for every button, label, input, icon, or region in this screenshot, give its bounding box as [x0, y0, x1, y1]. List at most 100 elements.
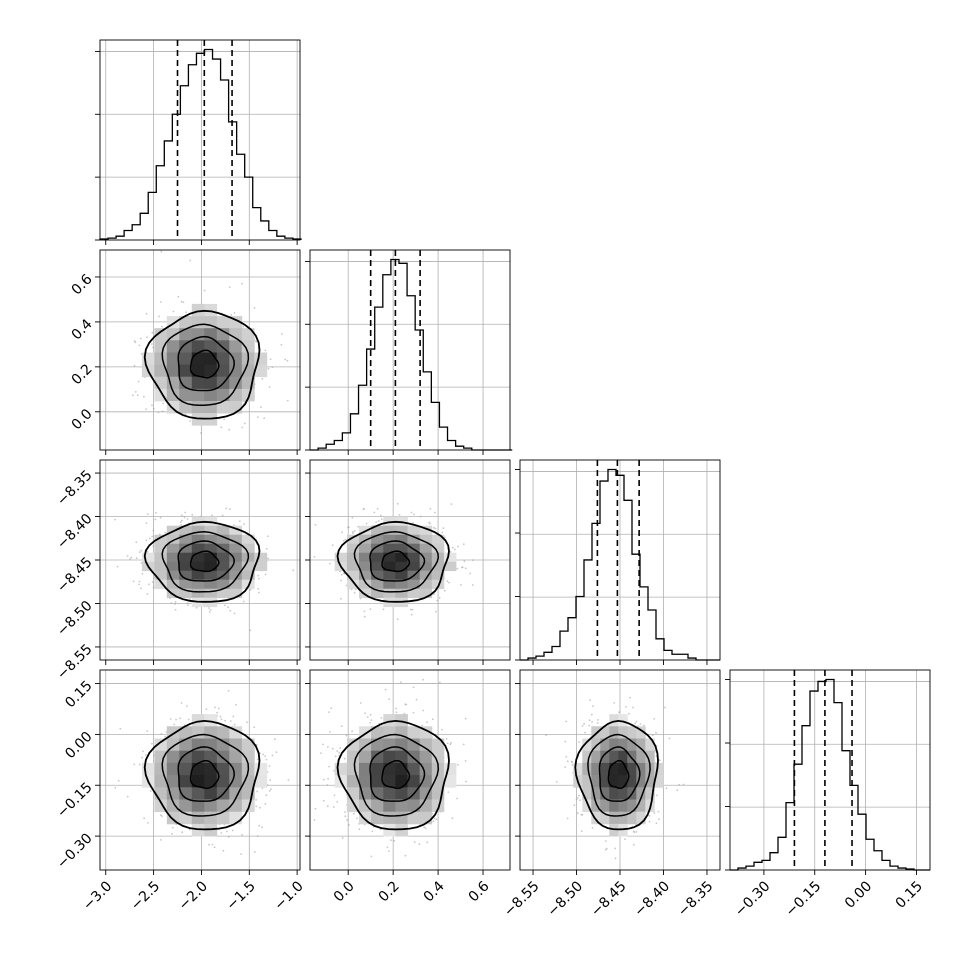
- density-cell: [371, 579, 384, 590]
- density-cell: [609, 726, 619, 739]
- sample-point: [152, 529, 155, 532]
- density-cell: [154, 328, 168, 341]
- density-cell: [241, 388, 255, 402]
- sample-point: [370, 719, 373, 721]
- density-cell: [371, 799, 384, 813]
- sample-point: [269, 779, 272, 781]
- sample-point: [339, 747, 342, 749]
- sample-point: [140, 587, 142, 590]
- sample-point: [216, 711, 219, 714]
- density-cell: [241, 775, 255, 788]
- sample-point: [369, 713, 372, 716]
- density-cell: [383, 787, 396, 800]
- sample-point: [443, 589, 446, 592]
- sample-point: [432, 820, 435, 823]
- sample-point: [220, 426, 223, 429]
- density-cell: [383, 750, 396, 764]
- density-cell: [216, 388, 230, 402]
- density-cell: [600, 726, 610, 739]
- joint-panel-1-2: [305, 459, 511, 665]
- sample-point: [273, 738, 276, 741]
- density-cell: [383, 534, 396, 545]
- density-cell: [191, 823, 205, 837]
- x-tick-label: −2.0: [176, 878, 211, 913]
- sample-point: [658, 818, 660, 821]
- density-cell: [645, 775, 655, 788]
- density-cell: [179, 762, 193, 776]
- sample-point: [238, 520, 241, 522]
- density-cell: [241, 561, 255, 572]
- density-cell: [395, 552, 408, 563]
- sample-point: [386, 846, 389, 849]
- contour-line: [189, 550, 220, 573]
- sample-point: [469, 572, 472, 575]
- sample-point: [257, 587, 259, 590]
- sample-point: [249, 588, 252, 591]
- sample-point: [421, 724, 424, 727]
- sample-point: [155, 512, 157, 514]
- density-cell: [166, 340, 180, 353]
- sample-point: [607, 724, 610, 727]
- sample-point: [579, 799, 581, 802]
- x-tick-label: −8.45: [588, 878, 630, 920]
- sample-point: [571, 761, 573, 764]
- density-cell: [229, 525, 243, 536]
- density-cell: [383, 525, 396, 536]
- sample-point: [151, 535, 154, 538]
- sample-point: [241, 282, 244, 285]
- sample-point: [338, 751, 341, 754]
- y-tick-label: −8.40: [54, 511, 96, 553]
- joint-panel-2-3: [515, 669, 721, 875]
- density-cell: [191, 316, 205, 329]
- sample-point: [460, 584, 462, 586]
- density-cell: [191, 570, 205, 581]
- density-cell: [204, 726, 218, 739]
- density-cell: [443, 762, 457, 776]
- sample-point: [151, 343, 153, 345]
- sample-point: [413, 841, 416, 843]
- sample-point: [565, 720, 567, 723]
- density-cell: [179, 588, 193, 599]
- y-tick-label: 0.15: [62, 678, 95, 711]
- density-cell: [443, 775, 457, 788]
- density-cell: [254, 352, 268, 365]
- sample-point: [426, 721, 428, 724]
- density-cell: [591, 750, 601, 764]
- sample-point: [160, 839, 162, 841]
- density-cell: [627, 738, 637, 752]
- sample-point: [589, 699, 591, 702]
- density-cell: [241, 579, 255, 590]
- sample-point: [628, 712, 630, 715]
- sample-point: [578, 741, 581, 743]
- contour-line: [161, 323, 250, 407]
- density-cell: [191, 303, 205, 317]
- density-cell: [191, 762, 205, 776]
- density-cell: [191, 516, 205, 527]
- x-tick-label: −2.5: [128, 878, 163, 913]
- sample-point: [344, 538, 347, 541]
- density-cell: [395, 570, 408, 581]
- sample-point: [634, 722, 637, 725]
- sample-point: [463, 560, 466, 563]
- sample-point: [233, 312, 236, 314]
- sample-point: [259, 806, 261, 809]
- sample-point: [580, 830, 583, 832]
- sample-point: [314, 524, 317, 526]
- contour-line: [161, 733, 250, 817]
- density-cell: [229, 579, 243, 590]
- contour-line: [381, 759, 411, 789]
- sample-point: [264, 349, 267, 352]
- density-cell: [191, 799, 205, 813]
- density-cell: [204, 543, 218, 554]
- density-cell: [229, 775, 243, 788]
- sample-point: [341, 837, 344, 839]
- density-cell: [241, 534, 255, 545]
- sample-point: [359, 702, 362, 704]
- density-cell: [618, 726, 628, 739]
- x-tick-label: −0.30: [732, 878, 774, 920]
- sample-point: [457, 763, 459, 766]
- sample-point: [257, 591, 260, 594]
- density-cell: [216, 352, 230, 365]
- sample-point: [224, 719, 227, 722]
- sample-point: [545, 734, 547, 736]
